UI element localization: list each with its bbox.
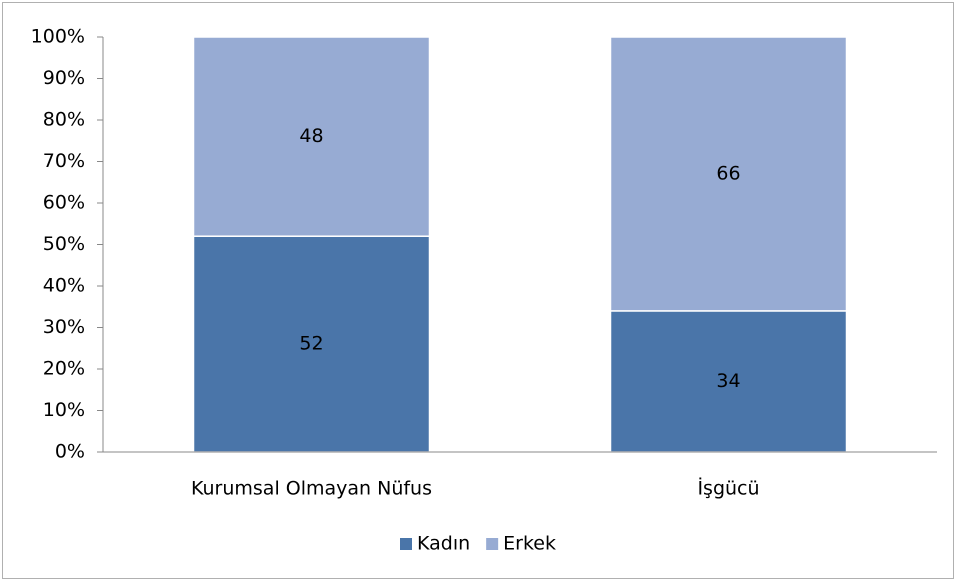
- y-tick-label: 40%: [43, 275, 85, 297]
- data-label: 66: [716, 162, 740, 184]
- y-tick-label: 60%: [43, 192, 85, 214]
- x-tick-label: Kurumsal Olmayan Nüfus: [191, 478, 432, 500]
- y-tick-label: 30%: [43, 316, 85, 338]
- data-label: 52: [299, 333, 323, 355]
- y-tick-label: 10%: [43, 399, 85, 421]
- legend-swatch: [486, 538, 499, 550]
- bar-segment: [192, 235, 431, 453]
- y-tick-label: 20%: [43, 358, 85, 380]
- y-tick-label: 0%: [55, 441, 85, 463]
- y-tick-label: 100%: [31, 26, 85, 48]
- legend-swatch: [400, 538, 412, 550]
- legend-label: Erkek: [503, 533, 556, 555]
- x-tick-label: İşgücü: [697, 477, 759, 500]
- data-label: 48: [299, 125, 323, 147]
- y-tick-label: 90%: [43, 67, 85, 89]
- bar-segment: [609, 36, 848, 312]
- y-tick-label: 70%: [43, 150, 85, 172]
- y-tick-label: 50%: [43, 233, 85, 255]
- y-tick-label: 80%: [43, 109, 85, 131]
- data-label: 34: [716, 370, 740, 392]
- bar-segment: [192, 36, 431, 237]
- legend-label: Kadın: [417, 533, 470, 555]
